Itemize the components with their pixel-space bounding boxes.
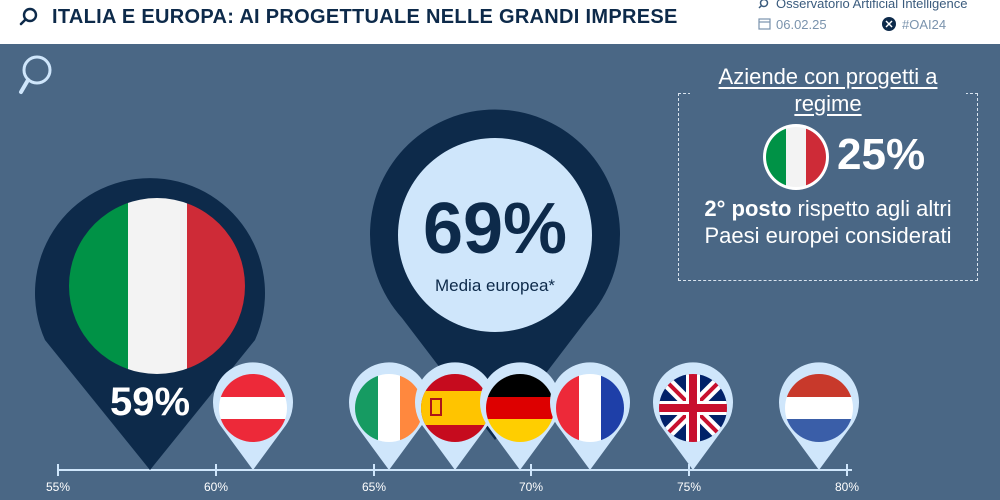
europe-average-pin: [369, 109, 620, 440]
country-pin-france: [550, 362, 630, 470]
germany-flag-icon: [486, 374, 554, 442]
europe-value: 69%: [422, 189, 568, 269]
tick-label: 55%: [45, 480, 71, 494]
observatory-icon: [758, 0, 769, 9]
page-title: ITALIA E EUROPA: AI PROGETTUALE NELLE GR…: [52, 6, 678, 28]
x-icon: [882, 17, 896, 31]
panel-title: Aziende con progetti a regime: [690, 63, 966, 117]
country-pin-spain: [414, 362, 496, 470]
infographic: [19, 55, 859, 476]
tick-label: 60%: [203, 480, 229, 494]
panel-rank: 2° posto: [704, 196, 792, 221]
header-bar: ITALIA E EUROPA: AI PROGETTUALE NELLE GR…: [0, 0, 1000, 44]
italy-value: 59%: [110, 380, 191, 424]
observatory-name: Osservatorio Artificial Intelligence: [776, 0, 968, 11]
netherlands-flag-icon: [785, 374, 853, 442]
country-pin-netherlands: [779, 362, 859, 470]
country-pin-ireland: [349, 362, 430, 470]
panel-italy-flag-icon: [763, 124, 829, 190]
axis-ticks: [57, 464, 848, 476]
ireland-flag-icon: [355, 374, 423, 442]
magnifier-decor-icon: [19, 55, 52, 94]
italy-pin: [34, 178, 265, 470]
panel-value: 25%: [837, 130, 926, 179]
europe-caption: Media europea*: [434, 276, 556, 295]
austria-flag-icon: [219, 374, 287, 442]
calendar-icon: [758, 18, 771, 30]
country-pin-germany: [480, 362, 560, 470]
hashtag: #OAI24: [902, 17, 947, 32]
regime-panel: [678, 93, 978, 281]
spain-flag-icon: [421, 374, 489, 442]
panel-rank-rest: rispetto agli altri Paesi europei consid…: [704, 196, 952, 248]
publish-date: 06.02.25: [776, 17, 827, 32]
magnifier-icon: [19, 7, 38, 26]
italy-flag-icon: [69, 198, 245, 374]
france-flag-icon: [556, 374, 624, 442]
country-pin-austria: [212, 362, 293, 470]
tick-label: 75%: [676, 480, 702, 494]
uk-flag-icon: [659, 374, 727, 442]
tick-label: 80%: [834, 480, 860, 494]
panel-description: 2° posto rispetto agli altri Paesi europ…: [690, 195, 966, 249]
country-pin-uk: [653, 362, 733, 470]
tick-label: 70%: [518, 480, 544, 494]
tick-label: 65%: [361, 480, 387, 494]
